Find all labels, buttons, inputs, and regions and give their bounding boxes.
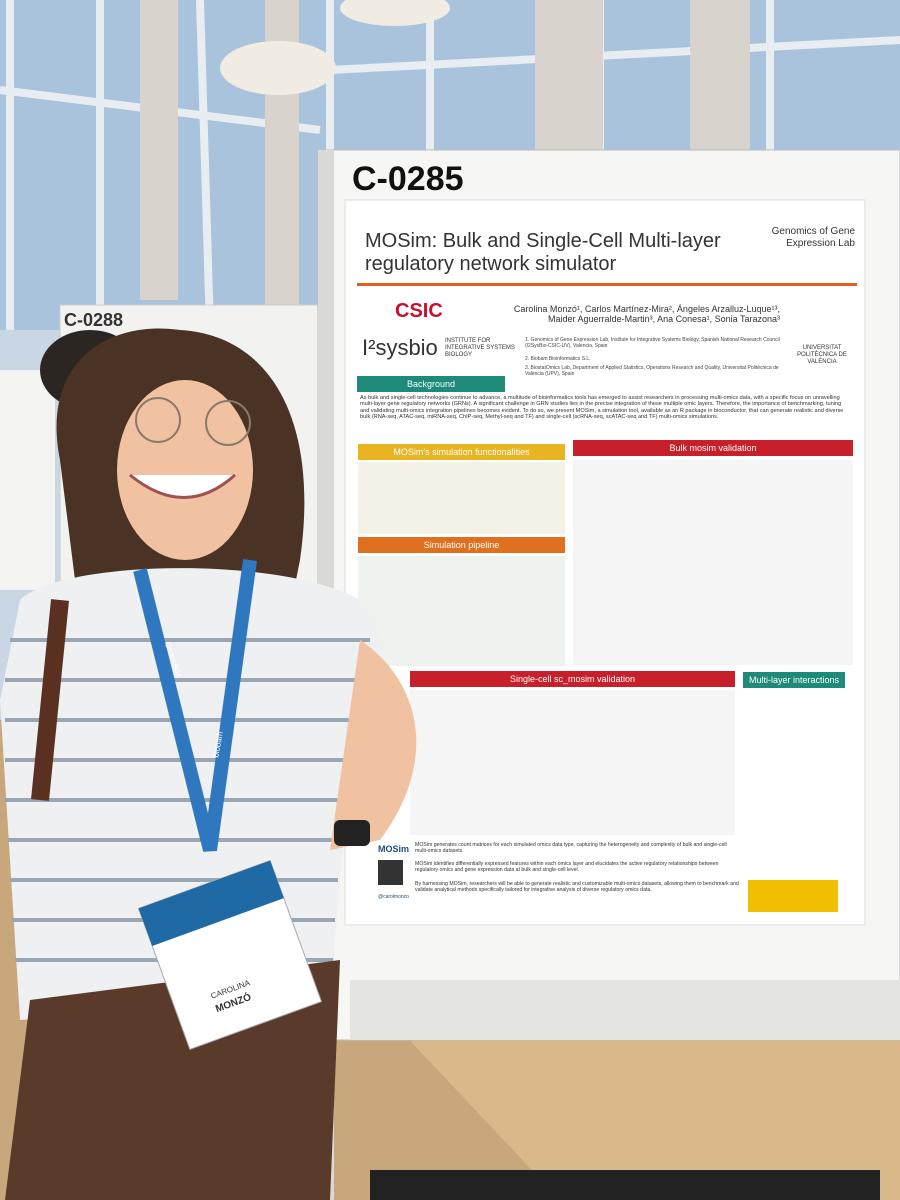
section-header: Single-cell sc_mosim validation [410, 671, 735, 687]
institution: I²sysbio [362, 335, 438, 360]
glasses [135, 397, 181, 443]
section-header: MOSim's simulation functionalities [358, 444, 565, 460]
panel [573, 460, 853, 665]
handle: @carolmonzo [378, 894, 409, 900]
affiliation: 1. Genomics of Gene Expression Lab, Inst… [525, 337, 780, 349]
mosim-logo: MOSim [378, 844, 410, 854]
pillar [535, 0, 603, 160]
far-poster [0, 370, 55, 590]
section-header: Multi-layer interactions [743, 672, 845, 688]
smile [129, 473, 237, 499]
institution: UNIVERSITAT POLITÈCNICA DE VALÈNCIA [797, 345, 847, 365]
panel [410, 690, 735, 835]
badge-header [138, 860, 284, 947]
section-header: Background [357, 376, 505, 392]
affiliation: 3. BiostatOmics Lab, Department of Appli… [525, 365, 779, 377]
qr-code [378, 860, 403, 885]
funder-logo [748, 880, 838, 912]
background-text: As bulk and single-cell technologies con… [360, 395, 844, 421]
poster-number: C-0285 [352, 160, 464, 198]
conclusion: MOSim generates count matrices for each … [415, 842, 727, 854]
authors: Carolina Monzó¹, Carlos Martínez-Mira², … [513, 304, 780, 325]
board-base [350, 980, 900, 1040]
lanyard [133, 559, 257, 852]
face [117, 380, 253, 560]
watch [334, 820, 370, 846]
affiliation: 2. Biobam Bioinformatics S.L. [525, 356, 591, 362]
conclusion: By harnessing MOSim, researchers will be… [415, 881, 739, 893]
title-rule [357, 283, 857, 286]
backpack-strap [31, 599, 69, 801]
lab-name: Genomics of Gene Expression Lab [771, 226, 855, 249]
panel [358, 462, 565, 534]
lamp [220, 41, 336, 95]
poster-title: MOSim: Bulk and Single-Cell Multi-layer … [365, 230, 721, 275]
glasses [205, 400, 251, 446]
floor-light [400, 1030, 900, 1200]
panel [358, 556, 565, 666]
section-header: Simulation pipeline [358, 537, 565, 553]
panel [743, 692, 845, 837]
section-header: Bulk mosim validation [573, 440, 853, 456]
poster-tube [370, 1170, 880, 1200]
arm [330, 640, 417, 850]
conclusion: MOSim identifies differentially expresse… [415, 861, 719, 873]
shirt-stripes [5, 638, 380, 962]
institution: CSIC [395, 300, 443, 322]
lamp [340, 0, 450, 26]
pillar [140, 0, 178, 300]
institution: INSTITUTE FOR INTEGRATIVE SYSTEMS BIOLOG… [445, 338, 515, 358]
pillar [690, 0, 750, 160]
neighbor-poster-number: C-0288 [64, 310, 124, 330]
